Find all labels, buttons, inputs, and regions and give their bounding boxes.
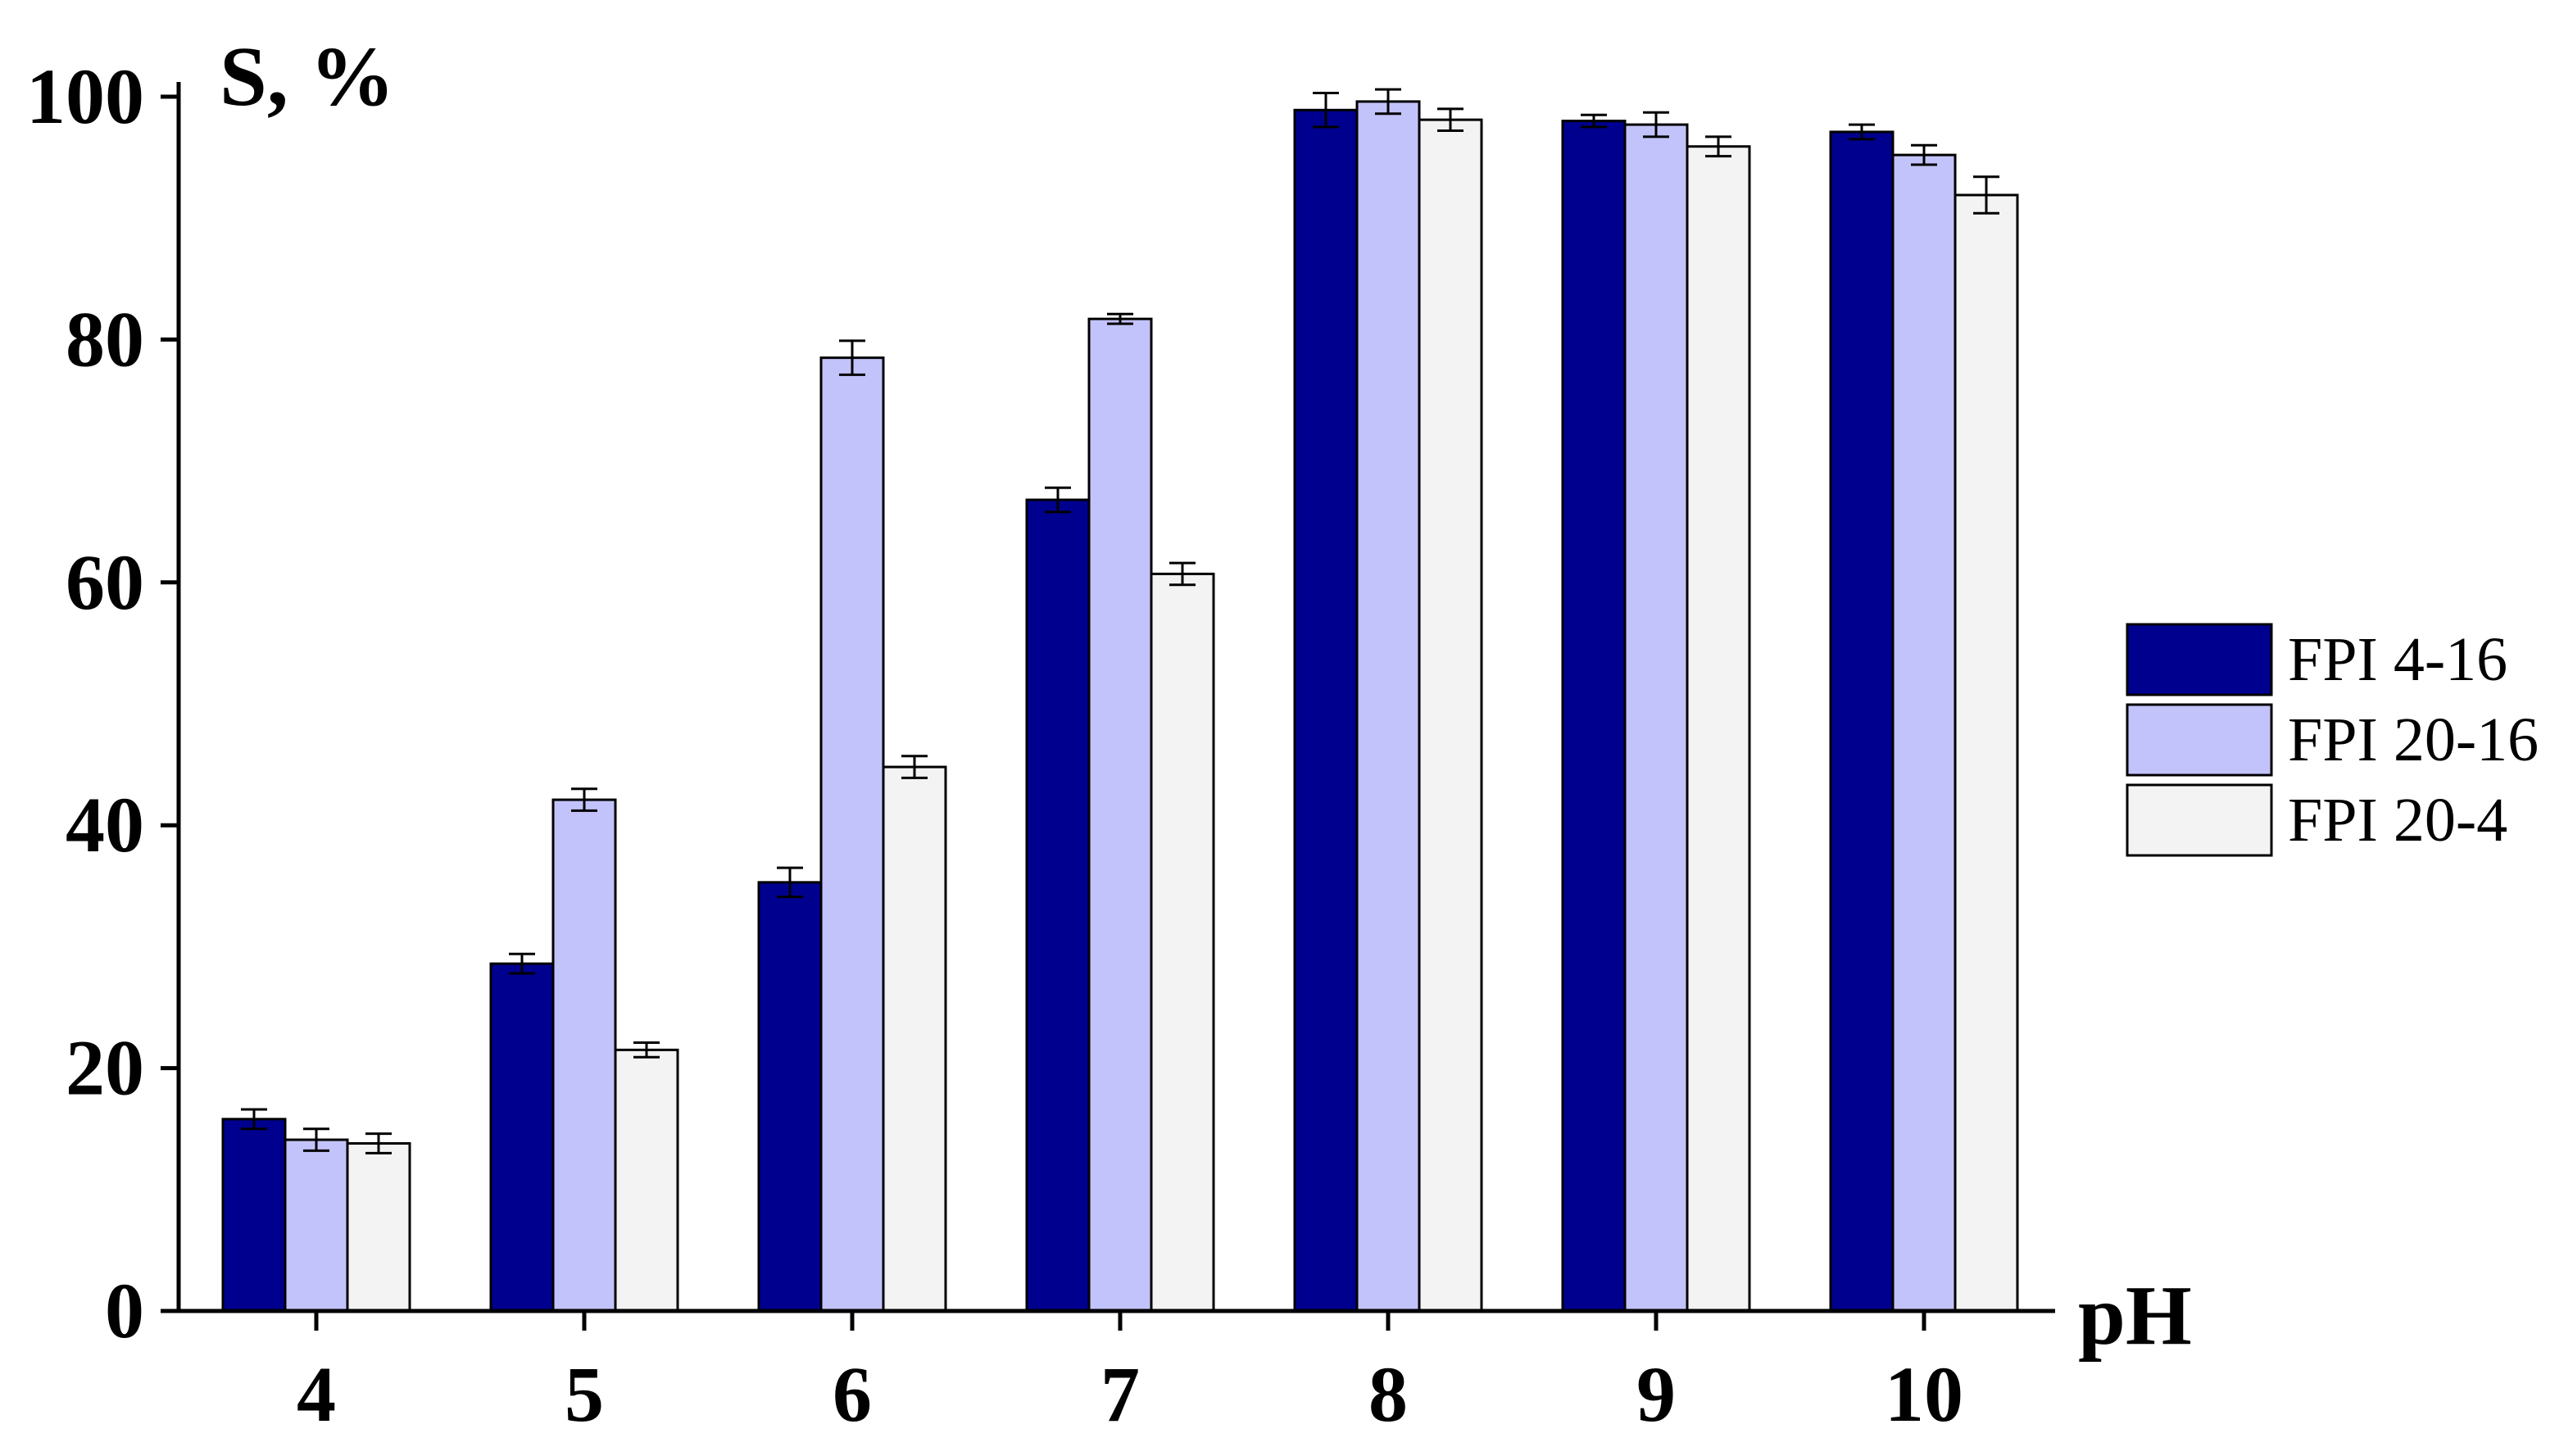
error-bar-fpi-20-16-ph-10 — [1911, 143, 1937, 166]
x-tick-label-5: 5 — [565, 1350, 604, 1438]
bar-fpi-20-4-ph-5 — [614, 1048, 679, 1313]
bar-fpi-20-16-ph-4 — [284, 1138, 349, 1313]
bar-fpi-20-4-ph-6 — [882, 765, 947, 1313]
error-bar-fpi-20-4-ph-10 — [1973, 175, 1999, 215]
bar-fpi-20-4-ph-4 — [346, 1141, 411, 1313]
y-axis-title: S, % — [220, 29, 395, 124]
y-tick-label-40: 40 — [66, 781, 144, 869]
error-bar-fpi-20-16-ph-6 — [839, 339, 865, 376]
y-tick-label-80: 80 — [66, 295, 144, 383]
legend-item-fpi-4-16: FPI 4-16 — [2126, 623, 2507, 696]
bars-layer — [221, 100, 2019, 1313]
x-tick-label-7: 7 — [1100, 1350, 1140, 1438]
bar-fpi-4-16-ph-8 — [1293, 108, 1359, 1313]
y-tick-label-60: 60 — [66, 538, 144, 626]
bar-fpi-4-16-ph-6 — [757, 881, 823, 1313]
error-bar-fpi-4-16-ph-8 — [1313, 92, 1339, 129]
bar-fpi-4-16-ph-5 — [489, 962, 555, 1313]
bar-fpi-4-16-ph-9 — [1561, 120, 1627, 1313]
error-bar-fpi-4-16-ph-6 — [777, 866, 803, 899]
error-bar-fpi-20-16-ph-7 — [1107, 312, 1133, 325]
legend-item-fpi-20-16: FPI 20-16 — [2126, 703, 2539, 777]
bar-fpi-4-16-ph-10 — [1829, 130, 1895, 1313]
x-tick-label-8: 8 — [1368, 1350, 1408, 1438]
legend-label: FPI 20-4 — [2288, 786, 2507, 855]
bar-fpi-4-16-ph-4 — [221, 1118, 287, 1313]
error-bar-fpi-20-4-ph-4 — [365, 1132, 392, 1154]
bar-fpi-20-4-ph-9 — [1686, 145, 1751, 1313]
x-axis-title: pH — [2078, 1268, 2192, 1363]
bar-fpi-20-16-ph-8 — [1355, 100, 1421, 1313]
error-bar-fpi-20-16-ph-9 — [1643, 111, 1669, 138]
error-bar-fpi-4-16-ph-7 — [1045, 486, 1071, 514]
x-tick-label-4: 4 — [297, 1350, 336, 1438]
bar-fpi-20-16-ph-10 — [1891, 153, 1957, 1313]
legend-swatch — [2126, 623, 2273, 696]
bar-fpi-20-4-ph-7 — [1150, 572, 1215, 1313]
error-bar-fpi-4-16-ph-4 — [241, 1108, 267, 1131]
y-tick-label-100: 100 — [26, 52, 144, 140]
legend-swatch — [2126, 783, 2273, 857]
legend-label: FPI 20-16 — [2288, 705, 2539, 774]
error-bar-fpi-20-4-ph-8 — [1437, 107, 1463, 132]
error-bars-layer — [241, 88, 1999, 1154]
error-bar-fpi-4-16-ph-10 — [1849, 123, 1875, 141]
bar-fpi-20-4-ph-10 — [1954, 193, 2019, 1313]
x-tick-label-6: 6 — [833, 1350, 872, 1438]
error-bar-fpi-20-4-ph-7 — [1169, 561, 1196, 587]
bar-fpi-20-4-ph-8 — [1418, 118, 1483, 1313]
bar-fpi-4-16-ph-7 — [1025, 498, 1091, 1313]
legend: FPI 4-16 FPI 20-16 FPI 20-4 — [2126, 623, 2539, 857]
error-bar-fpi-20-4-ph-5 — [633, 1041, 660, 1059]
error-bar-fpi-4-16-ph-9 — [1581, 113, 1607, 129]
axes-layer — [176, 82, 2055, 1313]
x-tick-label-9: 9 — [1636, 1350, 1676, 1438]
error-bar-fpi-20-16-ph-4 — [303, 1127, 329, 1152]
bar-fpi-20-16-ph-9 — [1623, 123, 1689, 1313]
legend-item-fpi-20-4: FPI 20-4 — [2126, 783, 2507, 857]
error-bar-fpi-4-16-ph-5 — [509, 952, 535, 975]
y-tick-label-0: 0 — [105, 1267, 144, 1354]
bar-fpi-20-16-ph-5 — [551, 798, 617, 1313]
x-tick-label-10: 10 — [1885, 1350, 1963, 1438]
bar-fpi-20-16-ph-6 — [819, 356, 885, 1313]
error-bar-fpi-20-16-ph-8 — [1375, 88, 1401, 116]
y-tick-label-20: 20 — [66, 1024, 144, 1112]
error-bar-fpi-20-4-ph-6 — [901, 755, 928, 779]
legend-label: FPI 4-16 — [2288, 625, 2507, 694]
error-bar-fpi-20-16-ph-5 — [571, 787, 597, 812]
error-bar-fpi-20-4-ph-9 — [1705, 135, 1731, 158]
legend-swatch — [2126, 703, 2273, 777]
bar-fpi-20-16-ph-7 — [1087, 317, 1153, 1313]
